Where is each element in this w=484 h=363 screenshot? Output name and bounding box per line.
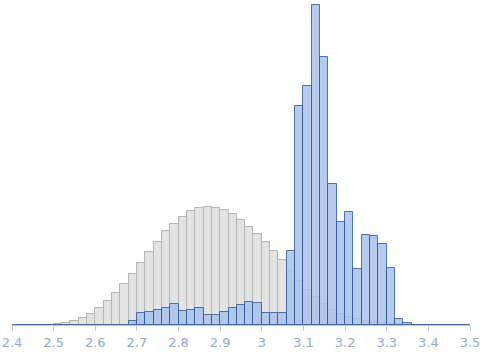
svg-text:2.6: 2.6 [85,335,106,350]
svg-text:3.2: 3.2 [335,335,356,350]
svg-text:3.4: 3.4 [418,335,439,350]
svg-text:3.5: 3.5 [460,335,481,350]
svg-text:3: 3 [258,335,266,350]
svg-text:2.4: 2.4 [2,335,23,350]
svg-text:2.7: 2.7 [127,335,148,350]
svg-text:2.8: 2.8 [168,335,189,350]
svg-text:3.3: 3.3 [376,335,397,350]
svg-text:2.5: 2.5 [43,335,64,350]
svg-text:3.1: 3.1 [293,335,314,350]
svg-text:2.9: 2.9 [210,335,231,350]
